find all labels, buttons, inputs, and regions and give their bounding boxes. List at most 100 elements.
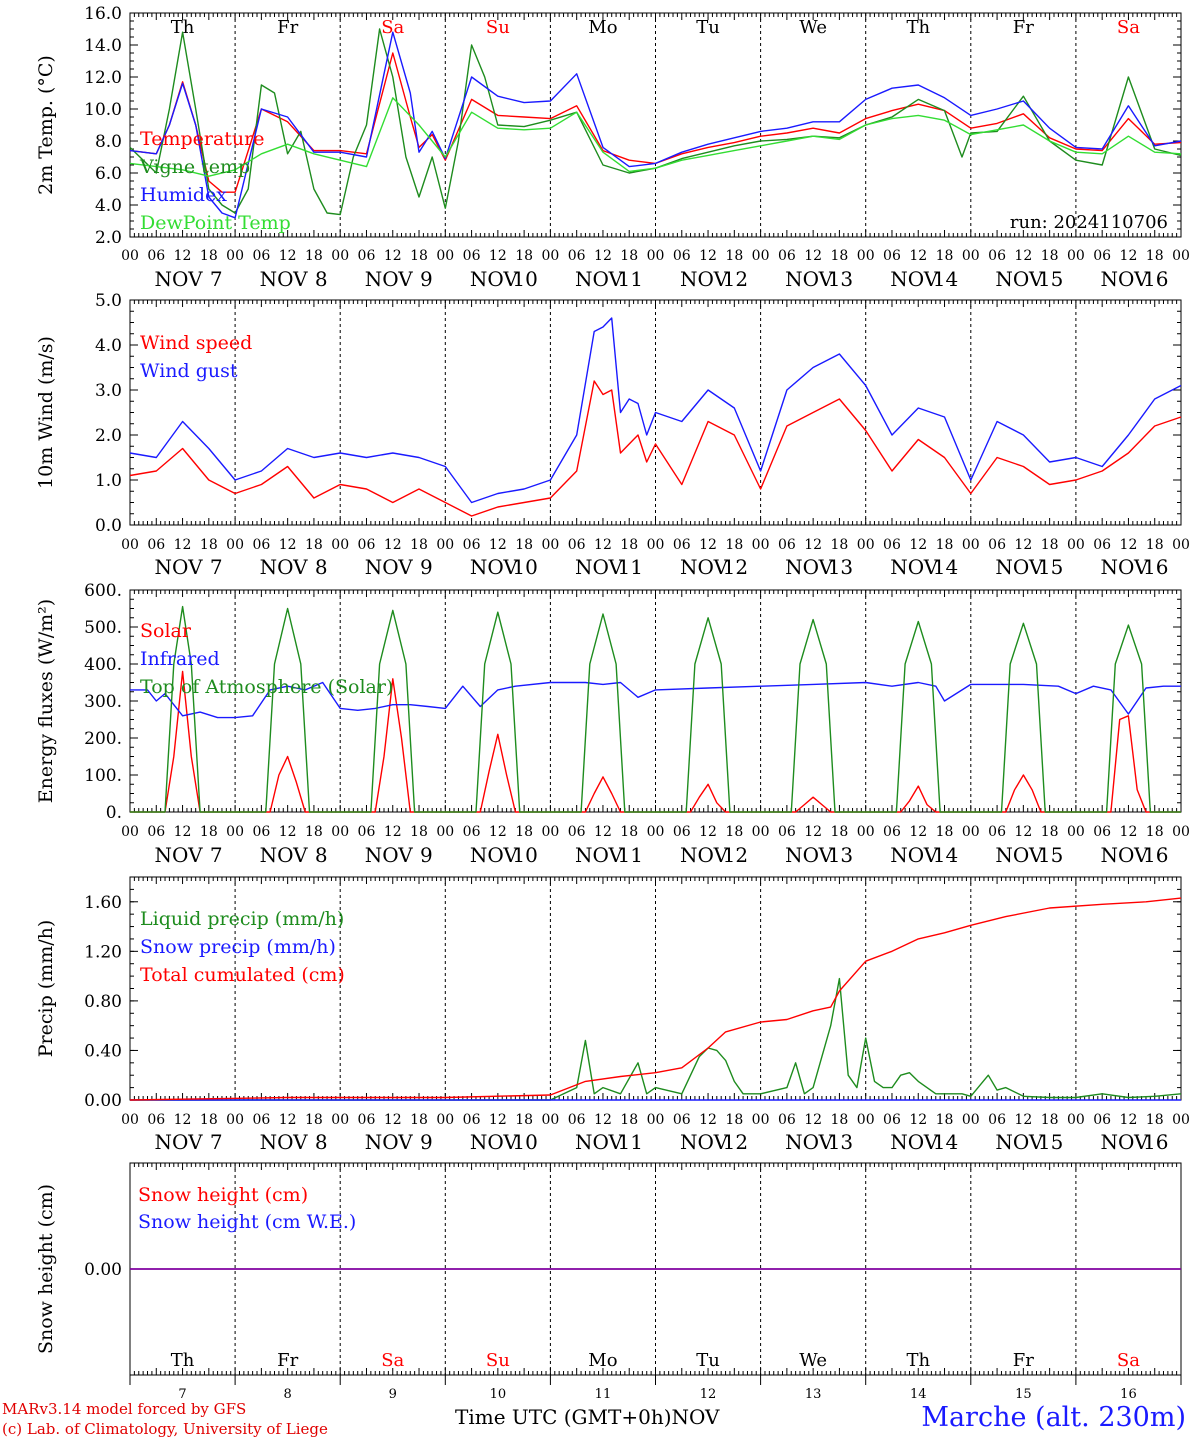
hour-tick-label: 18 bbox=[1146, 1112, 1164, 1128]
hour-tick-label: 12 bbox=[279, 537, 297, 553]
hour-tick-label: 18 bbox=[1146, 824, 1164, 840]
month-label: NOV bbox=[785, 1130, 834, 1154]
hour-tick-label: 12 bbox=[804, 824, 822, 840]
hour-tick-label: 12 bbox=[174, 824, 192, 840]
hour-tick-label: 06 bbox=[252, 1112, 270, 1128]
date-label: 10 bbox=[512, 267, 537, 291]
hour-tick-label: 00 bbox=[541, 248, 559, 264]
date-label: 11 bbox=[617, 555, 642, 579]
month-label: NOV bbox=[671, 1405, 720, 1429]
hour-tick-label: 06 bbox=[988, 1112, 1006, 1128]
station-title: Marche (alt. 230m) bbox=[921, 1402, 1186, 1433]
date-label: 7 bbox=[210, 843, 223, 867]
month-label: NOV bbox=[890, 267, 939, 291]
date-label: 16 bbox=[1143, 267, 1168, 291]
bottom-date-label: 12 bbox=[700, 1387, 717, 1402]
bottom-date-label: 9 bbox=[389, 1387, 397, 1402]
lab-credit: (c) Lab. of Climatology, University of L… bbox=[2, 1420, 328, 1438]
weekday-label: Tu bbox=[696, 1350, 720, 1371]
month-label: NOV bbox=[1100, 1130, 1149, 1154]
month-label: NOV bbox=[995, 267, 1044, 291]
hour-tick-label: 00 bbox=[857, 248, 875, 264]
hour-tick-label: 18 bbox=[1041, 537, 1059, 553]
month-label: NOV bbox=[260, 555, 309, 579]
hour-tick-label: 12 bbox=[279, 248, 297, 264]
bottom-date-label: 16 bbox=[1120, 1387, 1137, 1402]
hour-tick-label: 06 bbox=[252, 248, 270, 264]
hour-tick-label: 18 bbox=[305, 1112, 323, 1128]
run-annotation: run: 2024110706 bbox=[1010, 212, 1168, 233]
series-line-red bbox=[129, 897, 1182, 1101]
hour-tick-label: 00 bbox=[647, 1112, 665, 1128]
y-tick-label: 600. bbox=[84, 581, 122, 601]
date-label: 15 bbox=[1038, 555, 1063, 579]
legend-entry: Vigne temp bbox=[139, 156, 250, 178]
hour-tick-label: 00 bbox=[436, 1112, 454, 1128]
legend-entry: Temperature bbox=[140, 128, 264, 150]
legend-entry: Snow precip (mm/h) bbox=[140, 936, 336, 958]
date-label: 12 bbox=[723, 267, 748, 291]
hour-tick-label: 18 bbox=[620, 248, 638, 264]
hour-tick-label: 12 bbox=[594, 537, 612, 553]
hour-tick-label: 12 bbox=[279, 1112, 297, 1128]
time-axis-label: Time UTC (GMT+0h)NOV bbox=[455, 1405, 720, 1429]
legend-entry: Top of Atmosphere (Solar) bbox=[140, 676, 393, 698]
date-label: 10 bbox=[512, 1130, 537, 1154]
hour-tick-label: 12 bbox=[1014, 248, 1032, 264]
hour-tick-label: 06 bbox=[147, 248, 165, 264]
month-label: NOV bbox=[260, 843, 309, 867]
weekday-label: We bbox=[799, 1350, 827, 1371]
date-label: 9 bbox=[420, 843, 433, 867]
date-label: 13 bbox=[828, 555, 853, 579]
y-tick-label: 10.0 bbox=[84, 100, 122, 120]
hour-tick-label: 00 bbox=[121, 248, 139, 264]
hour-tick-label: 12 bbox=[909, 1112, 927, 1128]
hour-tick-label: 06 bbox=[358, 248, 376, 264]
hour-tick-label: 18 bbox=[620, 1112, 638, 1128]
hour-tick-label: 18 bbox=[1146, 248, 1164, 264]
month-label: NOV bbox=[680, 555, 729, 579]
month-label: NOV bbox=[365, 555, 414, 579]
date-label: 11 bbox=[617, 1130, 642, 1154]
weekday-label: Th bbox=[906, 1350, 930, 1371]
weekday-label: Fr bbox=[1013, 17, 1034, 38]
hour-tick-label: 18 bbox=[725, 248, 743, 264]
hour-tick-label: 06 bbox=[778, 824, 796, 840]
weekday-label: Th bbox=[171, 17, 195, 38]
month-label: NOV bbox=[470, 267, 519, 291]
hour-tick-label: 18 bbox=[620, 537, 638, 553]
hour-tick-label: 18 bbox=[515, 824, 533, 840]
date-label: 8 bbox=[315, 555, 328, 579]
month-label: NOV bbox=[575, 843, 624, 867]
month-label: NOV bbox=[365, 843, 414, 867]
y-tick-label: 6.0 bbox=[95, 164, 122, 184]
series-line-red bbox=[129, 380, 1182, 517]
time-label: Time UTC (GMT+0h) bbox=[455, 1405, 672, 1429]
date-label: 15 bbox=[1038, 843, 1063, 867]
hour-tick-label: 12 bbox=[489, 824, 507, 840]
bottom-date-label: 14 bbox=[910, 1387, 927, 1402]
hour-tick-label: 18 bbox=[515, 248, 533, 264]
month-label: NOV bbox=[260, 267, 309, 291]
hour-tick-label: 12 bbox=[1120, 1112, 1138, 1128]
y-tick-label: 5.0 bbox=[95, 291, 122, 311]
date-label: 12 bbox=[723, 555, 748, 579]
weekday-label: Su bbox=[486, 17, 510, 38]
weekday-label: Mo bbox=[588, 17, 617, 38]
hour-tick-label: 18 bbox=[831, 537, 849, 553]
hour-tick-label: 00 bbox=[226, 537, 244, 553]
weekday-label: Fr bbox=[277, 17, 298, 38]
weekday-label: Fr bbox=[1013, 1350, 1034, 1371]
series-line-lightgreen bbox=[129, 97, 1182, 177]
hour-tick-label: 18 bbox=[200, 537, 218, 553]
hour-tick-label: 18 bbox=[410, 1112, 428, 1128]
bottom-date-label: 7 bbox=[178, 1387, 186, 1402]
hour-tick-label: 00 bbox=[226, 824, 244, 840]
hour-tick-label: 00 bbox=[962, 824, 980, 840]
month-label: NOV bbox=[680, 267, 729, 291]
hour-tick-label: 00 bbox=[331, 248, 349, 264]
month-label: NOV bbox=[365, 1130, 414, 1154]
bottom-date-label: 10 bbox=[490, 1387, 507, 1402]
date-label: 9 bbox=[420, 555, 433, 579]
